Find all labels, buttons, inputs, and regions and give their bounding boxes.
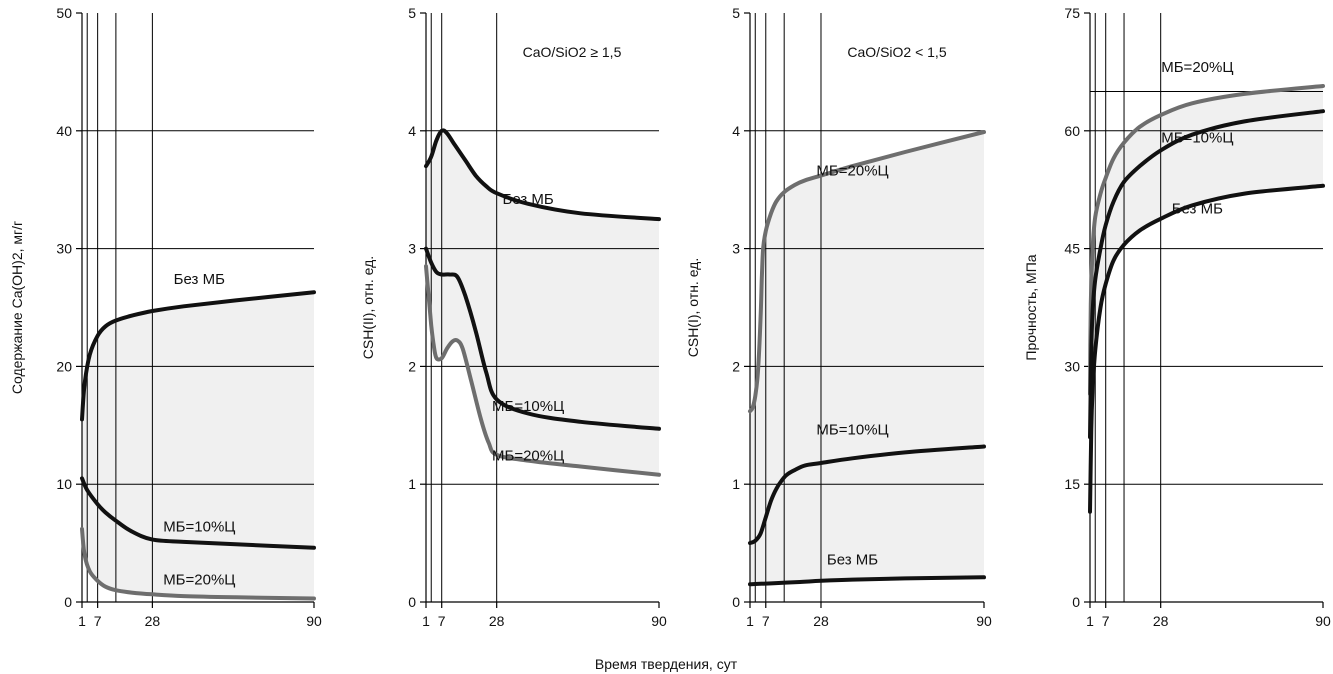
series-label: МБ=20%Ц (163, 571, 235, 588)
y-tick-label: 30 (56, 241, 72, 257)
y-tick-label: 60 (1064, 123, 1080, 139)
range-band (426, 130, 659, 475)
series-line-1 (1088, 84, 1325, 396)
y-tick-label: 10 (56, 476, 72, 492)
y-tick-label: 0 (408, 594, 416, 610)
series-line-3 (748, 575, 986, 587)
y-tick-label: 3 (408, 241, 416, 257)
y-tick-label: 3 (732, 241, 740, 257)
x-tick-label: 7 (438, 613, 446, 629)
y-tick-label: 30 (1064, 358, 1080, 374)
y-tick-label: 0 (1072, 594, 1080, 610)
series-label: МБ=10%Ц (1161, 130, 1233, 147)
x-tick-label: 1 (422, 613, 430, 629)
series-line-1 (80, 290, 316, 422)
y-tick-label: 2 (732, 358, 740, 374)
series-line-2 (424, 246, 661, 431)
y-tick-label: 20 (56, 358, 72, 374)
x-tick-label: 7 (1102, 613, 1110, 629)
y-tick-label: 15 (1064, 476, 1080, 492)
series-line-2 (1088, 109, 1325, 440)
x-tick-label: 28 (1153, 613, 1169, 629)
y-tick-label: 0 (732, 594, 740, 610)
series-label: МБ=10%Ц (816, 422, 888, 439)
y-tick-label: 4 (732, 123, 740, 139)
x-tick-label: 90 (651, 613, 667, 629)
series-label: МБ=10%Ц (163, 518, 235, 535)
series-label: Без МБ (174, 271, 225, 288)
y-tick-label: 4 (408, 123, 416, 139)
y-tick-label: 40 (56, 123, 72, 139)
y-tick-label: 5 (408, 5, 416, 21)
series-label: Без МБ (502, 191, 553, 208)
series-line-1 (424, 128, 661, 222)
x-tick-label: 28 (813, 613, 829, 629)
x-tick-label: 28 (489, 613, 505, 629)
y-axis-title: Содержание Ca(OH)2, мг/г (9, 221, 25, 394)
series-line-1 (748, 130, 986, 414)
y-tick-label: 75 (1064, 5, 1080, 21)
x-tick-label: 90 (976, 613, 992, 629)
series-line-3 (424, 264, 661, 477)
y-tick-label: 50 (56, 5, 72, 21)
series-label: МБ=20%Ц (1161, 59, 1233, 76)
y-tick-label: 1 (408, 476, 416, 492)
series-label: МБ=20%Ц (492, 448, 564, 465)
y-axis-title: CSH(I), отн. ед. (685, 258, 701, 358)
chart-panel-4: 0 15 30 45 60 75 1 7 28 90 Прочность, МПа МБ=20%Ц МБ… (1023, 5, 1331, 629)
y-axis-title: Прочность, МПа (1023, 254, 1039, 360)
x-tick-label: 7 (94, 613, 102, 629)
x-tick-label: 1 (78, 613, 86, 629)
series-line-2 (748, 444, 986, 546)
x-axis-title: Время твердения, сут (595, 656, 738, 672)
range-band (82, 292, 314, 599)
chart-panel-1: 0 10 20 30 40 50 1 7 28 90 Содержание Ca(OH)2, мг/… (9, 5, 322, 629)
ratio-annotation: CaO/SiO2 ≥ 1,5 (523, 44, 622, 60)
series-label: Без МБ (827, 551, 878, 568)
series-line-3 (80, 527, 316, 601)
x-tick-label: 1 (1086, 613, 1094, 629)
y-tick-label: 1 (732, 476, 740, 492)
range-band (750, 132, 984, 585)
series-label: МБ=20%Ц (816, 163, 888, 180)
x-tick-label: 1 (746, 613, 754, 629)
y-tick-label: 0 (64, 594, 72, 610)
range-band (1090, 86, 1323, 512)
series-line-3 (1088, 183, 1325, 514)
series-label: Без МБ (1172, 200, 1223, 217)
x-tick-label: 90 (1315, 613, 1331, 629)
y-tick-label: 5 (732, 5, 740, 21)
y-tick-label: 45 (1064, 241, 1080, 257)
y-tick-label: 2 (408, 358, 416, 374)
x-tick-label: 28 (145, 613, 161, 629)
x-tick-label: 90 (306, 613, 322, 629)
x-tick-label: 7 (762, 613, 770, 629)
ratio-annotation: CaO/SiO2 < 1,5 (847, 44, 946, 60)
series-label: МБ=10%Ц (492, 398, 564, 415)
series-line-2 (80, 476, 316, 550)
y-axis-title: CSH(II), отн. ед. (360, 256, 376, 359)
